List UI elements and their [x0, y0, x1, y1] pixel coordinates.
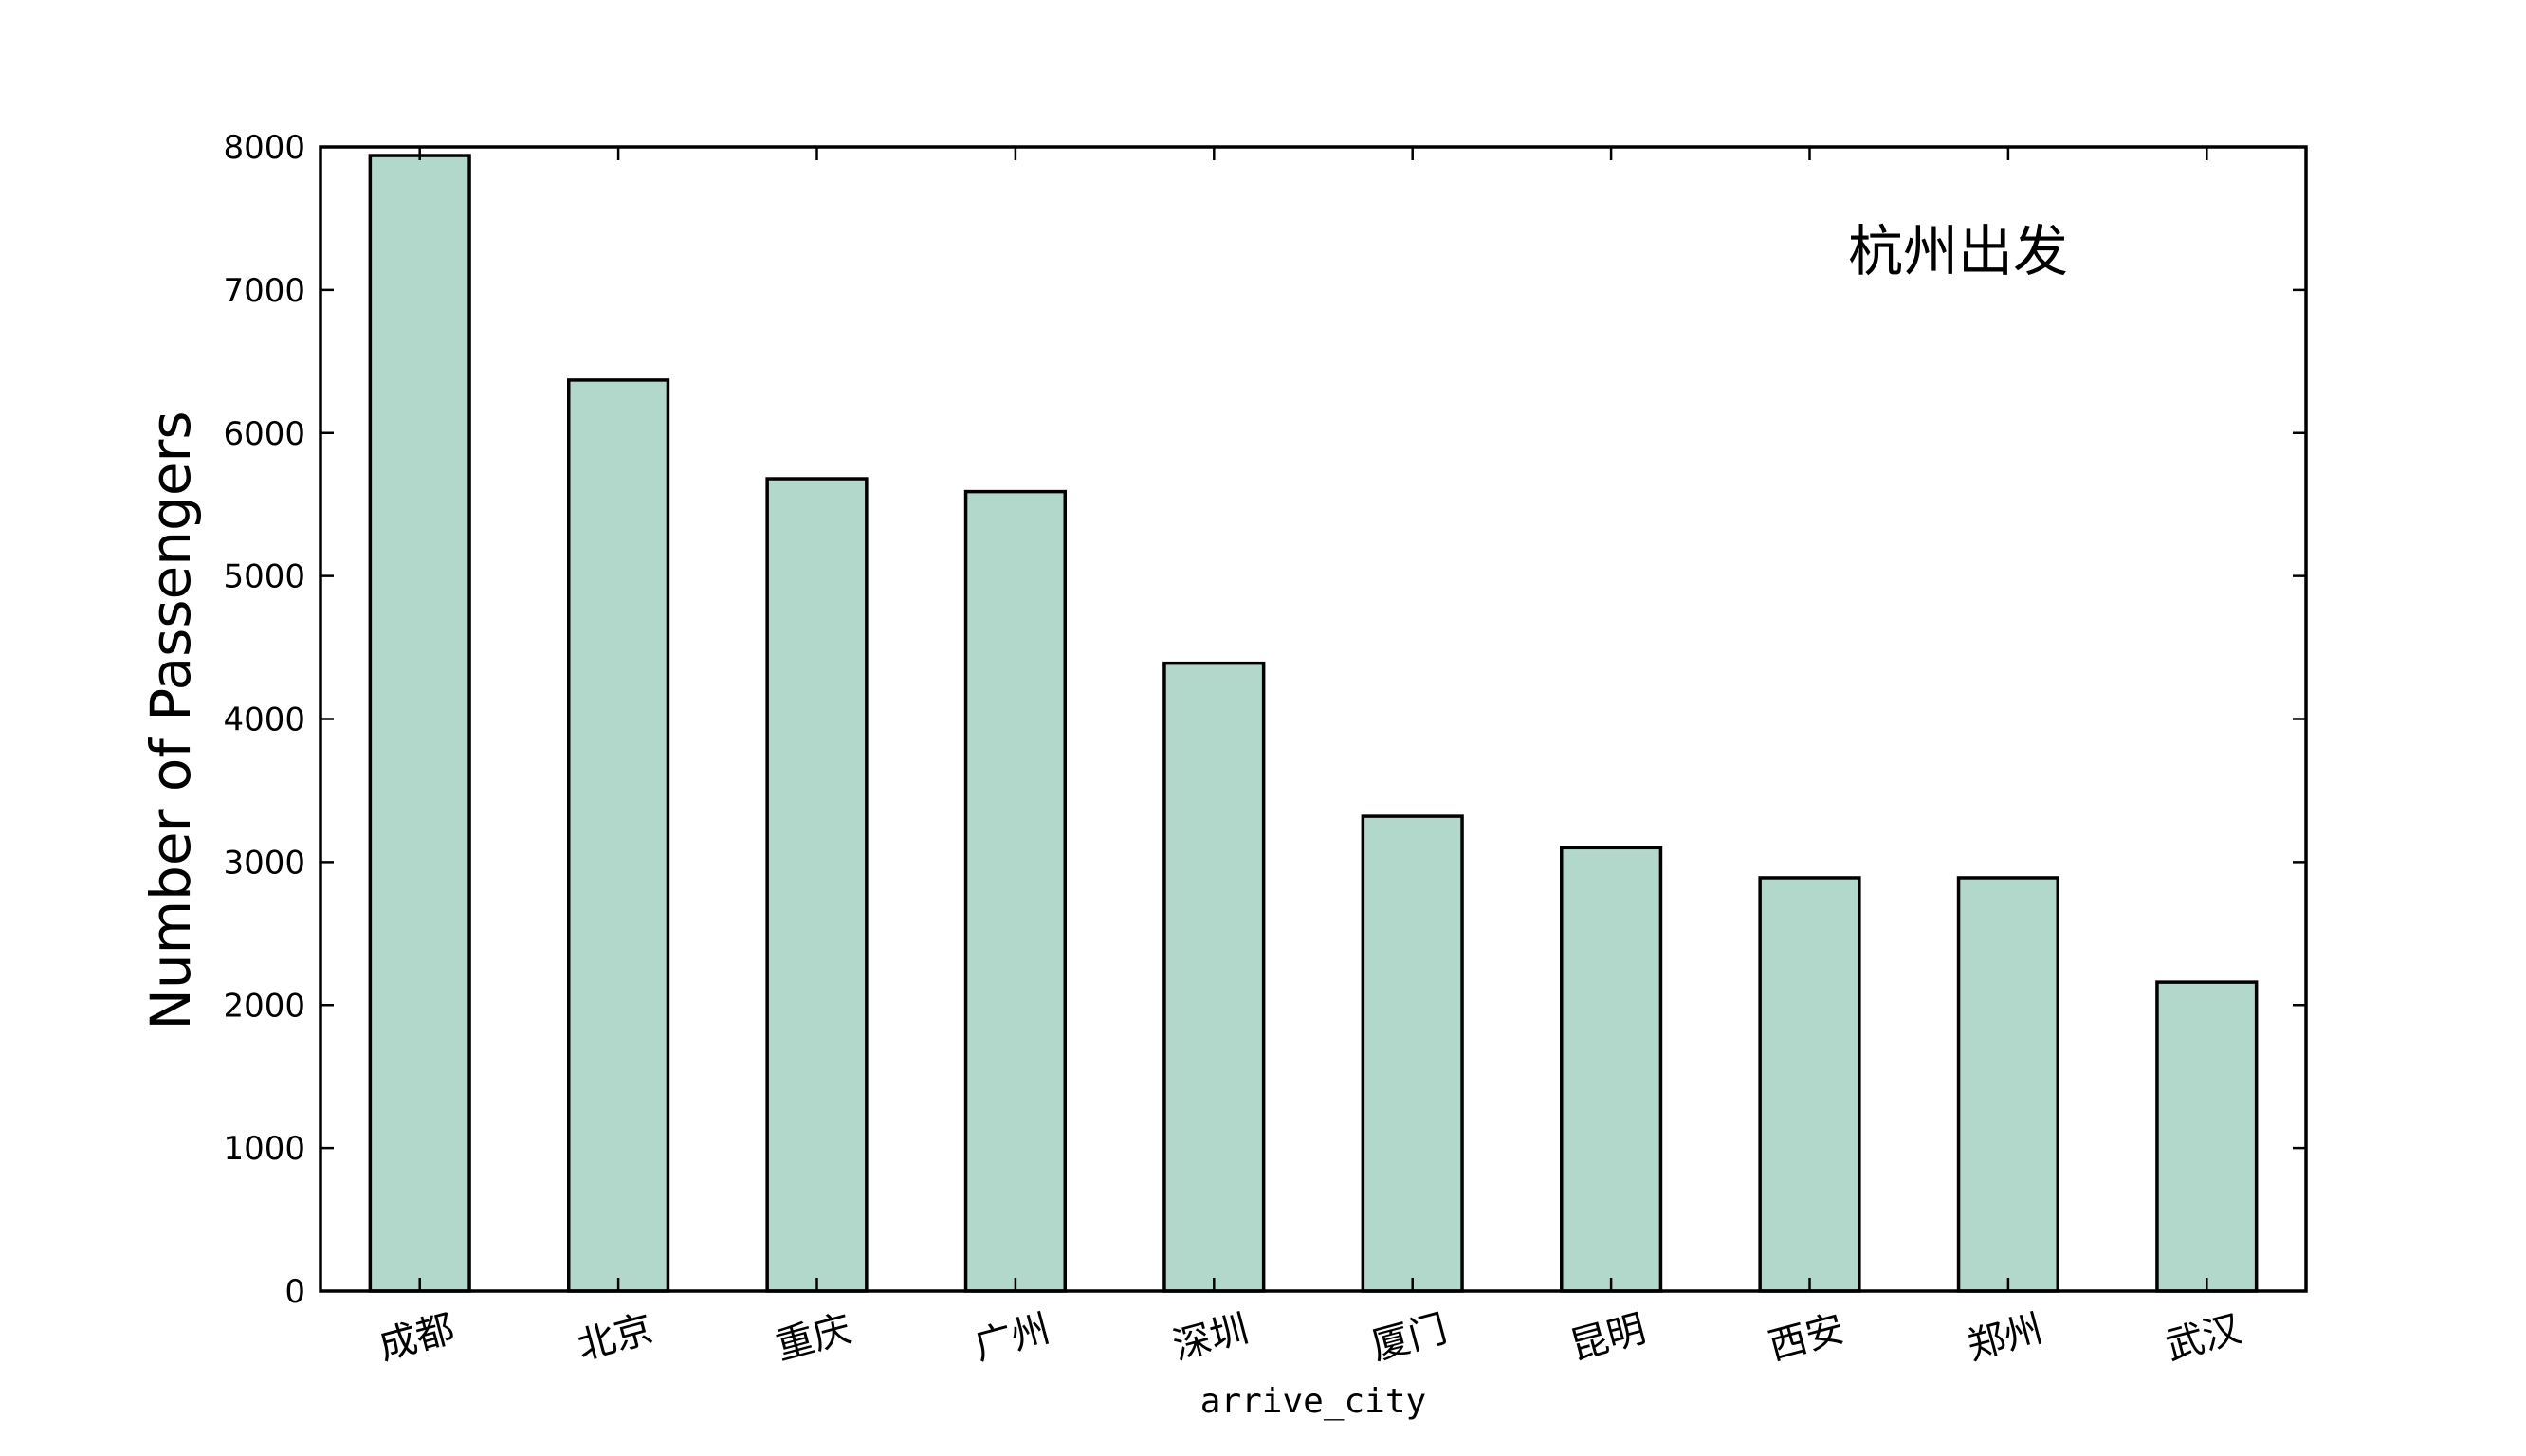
y-tick-label-2: 2000: [223, 987, 305, 1025]
chart-annotation: 杭州出发: [1848, 219, 2068, 283]
x-tick-label-8: 郑州: [1963, 1307, 2047, 1369]
bar-9: [2155, 980, 2259, 1293]
x-tick-label-3: 广州: [970, 1307, 1054, 1369]
x-tick-label-7: 西安: [1765, 1307, 1849, 1369]
bar-1: [567, 378, 670, 1293]
y-tick-label-7: 7000: [223, 272, 305, 310]
bar-6: [1560, 846, 1663, 1293]
y-tick-label-4: 4000: [223, 701, 305, 739]
bar-5: [1361, 814, 1464, 1293]
x-tick-label-4: 深圳: [1168, 1307, 1253, 1369]
bar-7: [1758, 876, 1861, 1293]
bar-8: [1956, 876, 2060, 1293]
x-axis-label: arrive_city: [1200, 1382, 1426, 1421]
bar-2: [765, 477, 869, 1293]
bar-3: [963, 489, 1067, 1293]
bar-4: [1162, 661, 1266, 1293]
y-tick-label-1: 1000: [223, 1130, 305, 1168]
y-tick-label-0: 0: [284, 1273, 305, 1311]
y-tick-label-6: 6000: [223, 415, 305, 453]
plot-frame: [319, 145, 2308, 1293]
x-tick-label-0: 成都: [375, 1307, 459, 1369]
y-tick-label-3: 3000: [223, 844, 305, 882]
x-tick-label-6: 昆明: [1565, 1307, 1650, 1369]
x-tick-label-2: 重庆: [772, 1307, 856, 1369]
y-tick-label-8: 8000: [223, 129, 305, 167]
x-tick-label-1: 北京: [573, 1307, 657, 1369]
y-axis-label: Number of Passengers: [138, 410, 203, 1029]
y-tick-label-5: 5000: [223, 558, 305, 596]
x-tick-label-9: 武汉: [2161, 1307, 2245, 1369]
x-tick-label-5: 厦门: [1367, 1307, 1452, 1369]
bars-group: [368, 154, 2259, 1293]
bar-0: [368, 154, 471, 1293]
